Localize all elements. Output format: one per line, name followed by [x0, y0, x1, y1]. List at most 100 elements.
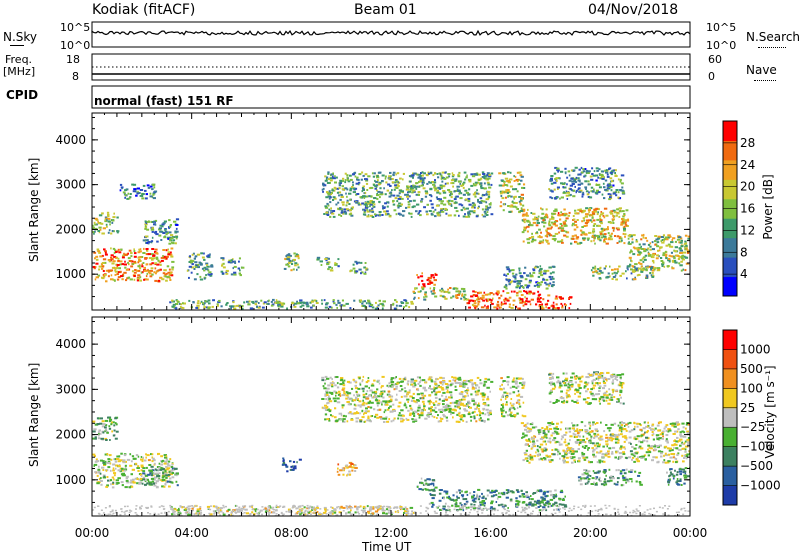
heatmap-cell [417, 389, 420, 392]
heatmap-cell [514, 188, 518, 191]
heatmap-cell [648, 446, 651, 449]
heatmap-cell [327, 268, 330, 271]
heatmap-cell [571, 422, 573, 425]
heatmap-cell [563, 222, 566, 225]
heatmap-cell [556, 428, 560, 430]
heatmap-cell [439, 198, 442, 201]
heatmap-cell [682, 251, 687, 254]
heatmap-cell [595, 189, 599, 192]
heatmap-cell [593, 170, 596, 173]
heatmap-cell [565, 461, 569, 464]
heatmap-cell [513, 180, 516, 182]
heatmap-cell [579, 439, 583, 441]
heatmap-cell [470, 184, 474, 187]
heatmap-cell [568, 451, 571, 454]
heatmap-cell [538, 446, 542, 449]
heatmap-cell [357, 387, 361, 390]
heatmap-cell [538, 305, 541, 308]
heatmap-cell [621, 426, 624, 429]
heatmap-cell [338, 191, 342, 194]
cpid-label: CPID [6, 88, 39, 102]
heatmap-cell [421, 396, 424, 399]
heatmap-cell [684, 234, 688, 237]
heatmap-cell [545, 278, 549, 281]
heatmap-cell [502, 290, 505, 293]
heatmap-cell [411, 418, 414, 421]
heatmap-cell [432, 276, 435, 279]
heatmap-cell [507, 171, 510, 174]
heatmap-cell [362, 174, 365, 177]
heatmap-cell [171, 467, 175, 470]
heatmap-cell [454, 179, 458, 182]
heatmap-cell [325, 259, 328, 262]
heatmap-cell [369, 389, 373, 392]
heatmap-cell [570, 169, 574, 172]
heatmap-cell [361, 416, 365, 419]
heatmap-cell [399, 189, 403, 192]
heatmap-cell [468, 402, 471, 405]
heatmap-cell [540, 217, 544, 220]
heatmap-cell [270, 304, 274, 307]
heatmap-cell [165, 458, 169, 461]
nave-top-tick: 60 [708, 53, 722, 66]
heatmap-cell [454, 190, 458, 192]
heatmap-cell [102, 474, 106, 477]
heatmap-cell [159, 479, 162, 482]
heatmap-cell [507, 280, 510, 283]
heatmap-cell [595, 207, 599, 210]
heatmap-cell [147, 459, 151, 462]
heatmap-cell [387, 213, 390, 215]
heatmap-cell [326, 418, 330, 421]
heatmap-cell [101, 420, 105, 423]
heatmap-cell [470, 210, 474, 213]
heatmap-cell [204, 300, 207, 303]
heatmap-cell [388, 175, 391, 178]
heatmap-cell [417, 297, 420, 300]
heatmap-cell [148, 481, 153, 484]
heatmap-cell [444, 409, 448, 412]
heatmap-region [416, 272, 438, 288]
heatmap-cell [124, 266, 127, 269]
heatmap-cell [324, 258, 328, 260]
heatmap-cell [623, 440, 626, 443]
heatmap-cell [632, 270, 636, 273]
heatmap-cell [324, 393, 326, 396]
heatmap-cell [622, 452, 626, 455]
heatmap-cell [133, 188, 137, 191]
heatmap-cell [565, 230, 568, 233]
heatmap-cell [115, 479, 119, 482]
heatmap-cell [558, 214, 562, 217]
heatmap-cell [606, 175, 610, 178]
heatmap-cell [461, 294, 463, 297]
heatmap-cell [106, 453, 109, 455]
heatmap-cell [322, 407, 326, 410]
heatmap-cell [583, 209, 586, 212]
heatmap-cell [355, 420, 359, 423]
heatmap-cell [159, 230, 163, 233]
heatmap-cell [114, 269, 116, 272]
heatmap-cell [464, 189, 468, 192]
heatmap-cell [628, 243, 632, 245]
heatmap-cell [405, 304, 408, 307]
heatmap-cell [334, 262, 337, 265]
heatmap-cell [339, 394, 342, 397]
heatmap-cell [551, 421, 553, 424]
heatmap-cell [606, 427, 610, 430]
heatmap-cell [389, 178, 392, 181]
heatmap-cell [165, 455, 168, 458]
heatmap-cell [107, 231, 110, 234]
heatmap-cell [684, 248, 687, 251]
heatmap-cell [487, 404, 490, 407]
heatmap-cell [378, 200, 381, 203]
heatmap-cell [552, 277, 555, 280]
heatmap-cell [421, 272, 423, 275]
heatmap-cell [542, 219, 545, 222]
heatmap-cell [471, 175, 476, 178]
heatmap-cell [139, 250, 142, 253]
heatmap-cell [647, 454, 650, 457]
heatmap-cell [407, 206, 411, 209]
heatmap-cell [166, 467, 171, 470]
heatmap-cell [506, 380, 510, 383]
heatmap-cell [552, 439, 556, 442]
heatmap-cell [477, 207, 480, 210]
